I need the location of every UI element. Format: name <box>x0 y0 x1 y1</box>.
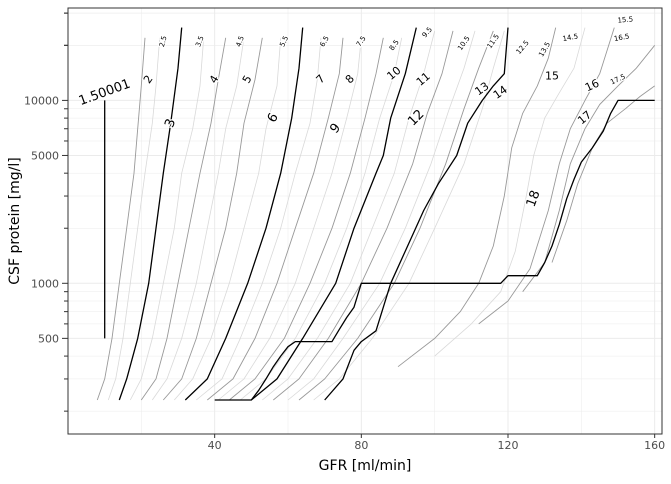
x-tick-label: 40 <box>208 439 222 452</box>
contour-line-11-5 <box>313 30 505 401</box>
contour-line-3 <box>118 27 183 401</box>
y-tick-label: 500 <box>38 332 59 345</box>
contour-label: 10 <box>384 64 403 83</box>
contour-label: 2 <box>141 73 156 86</box>
contour-line-6-5 <box>196 37 322 401</box>
x-tick-label: 120 <box>498 439 519 452</box>
contour-line-11 <box>298 30 494 401</box>
contour-label: 18 <box>524 188 544 209</box>
contour-line-8-5 <box>240 37 403 401</box>
contour-line-15 <box>478 27 615 325</box>
contour-label: 14.5 <box>562 32 579 43</box>
contour-label: 17.5 <box>609 73 627 87</box>
contour-line-16 <box>522 45 656 292</box>
contour-line-3-5 <box>129 37 205 401</box>
contour-label: 11 <box>414 70 433 89</box>
contour-line-4-5 <box>151 37 245 401</box>
contour-line-9 <box>250 27 417 401</box>
contour-label: 9.5 <box>421 26 434 40</box>
contour-label: 3.5 <box>194 35 205 48</box>
contour-label-layer: 1.50001 22.533.544.555.566.577.588.599.51… <box>76 14 635 210</box>
contour-label: 6.5 <box>318 35 330 49</box>
panel-border <box>67 7 663 435</box>
contour-label: 5 <box>240 73 255 86</box>
contour-line-4 <box>140 37 227 401</box>
axis-layer: 40 80 120 160 500 1000 5000 10000 <box>24 12 665 452</box>
contour-line-18 <box>214 99 655 401</box>
contour-line-7-5 <box>218 37 362 401</box>
x-tick-label: 160 <box>644 439 665 452</box>
contour-label: 17 <box>575 108 594 127</box>
contour-label: 13.5 <box>537 41 552 59</box>
contour-label: 5.5 <box>278 35 290 48</box>
y-tick-label: 5000 <box>31 149 59 162</box>
contour-line-7 <box>207 37 344 401</box>
y-tick-label: 10000 <box>24 94 59 107</box>
contour-line-9-5 <box>262 30 436 401</box>
contour-line-10-5 <box>287 30 476 401</box>
contour-line-2 <box>96 37 146 401</box>
y-axis-title: CSF protein [mg/l] <box>7 157 23 284</box>
contour-label: 7 <box>314 72 328 86</box>
contour-label: 15 <box>545 70 559 83</box>
contour-label: 9 <box>327 121 344 137</box>
contour-label: 16.5 <box>613 32 630 43</box>
x-tick-label: 80 <box>354 439 368 452</box>
contour-label: 12.5 <box>515 39 531 56</box>
contour-line-14 <box>434 27 586 357</box>
contour-line-5 <box>162 37 263 401</box>
contour-label: 7.5 <box>355 35 368 49</box>
contour-label: 4.5 <box>235 35 246 48</box>
contour-label: 13 <box>473 80 492 99</box>
contour-label: 12 <box>405 107 427 129</box>
contour-layer <box>96 27 656 401</box>
contour-line-5-5 <box>173 37 282 401</box>
contour-line-12 <box>324 27 509 401</box>
contour-label: 2.5 <box>158 35 169 48</box>
contour-label: 11.5 <box>486 33 501 50</box>
contour-label: 15.5 <box>617 15 633 24</box>
contour-line-6 <box>184 27 304 401</box>
contour-line-13 <box>397 27 557 368</box>
contour-label: 16 <box>583 77 601 95</box>
contour-line-10 <box>273 30 454 401</box>
contour-line-2-5 <box>107 37 161 401</box>
x-axis-title: GFR [ml/min] <box>319 458 412 474</box>
contour-line-8 <box>229 37 384 401</box>
y-tick-label: 1000 <box>31 277 59 290</box>
